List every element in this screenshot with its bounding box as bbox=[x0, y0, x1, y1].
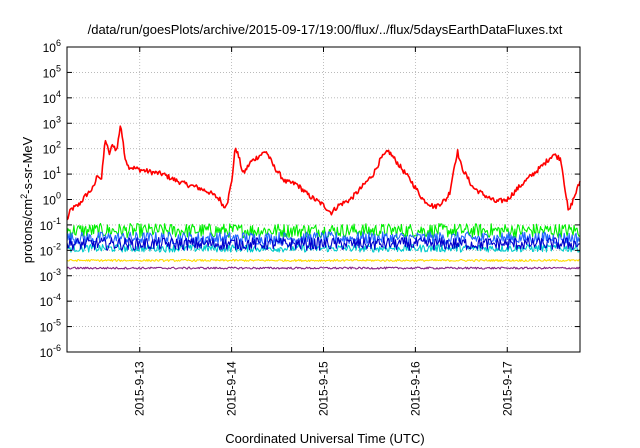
y-tick-exp: 5 bbox=[56, 63, 61, 73]
y-tick-exp: -2 bbox=[53, 241, 61, 251]
y-tick-exp: -5 bbox=[53, 318, 61, 328]
y-tick-exp: -3 bbox=[53, 267, 61, 277]
y-tick-base: 10 bbox=[40, 270, 54, 284]
y-tick-label: 101 bbox=[43, 165, 61, 182]
y-tick-exp: 6 bbox=[56, 38, 61, 48]
y-tick-base: 10 bbox=[40, 346, 54, 360]
y-tick-label: 103 bbox=[43, 114, 61, 131]
x-tick-label: 2015-9-17 bbox=[500, 361, 514, 416]
y-tick-base: 10 bbox=[40, 219, 54, 233]
series-line bbox=[66, 231, 581, 246]
y-tick-label: 102 bbox=[43, 140, 61, 157]
x-axis-label: Coordinated Universal Time (UTC) bbox=[225, 431, 424, 446]
y-tick-exp: -1 bbox=[53, 216, 61, 226]
y-tick-base: 10 bbox=[43, 168, 57, 182]
x-tick-label: 2015-9-14 bbox=[225, 361, 239, 416]
y-tick-label: 10-3 bbox=[40, 267, 61, 284]
y-tick-exp: 2 bbox=[56, 140, 61, 150]
y-tick-base: 10 bbox=[43, 194, 57, 208]
y-axis-label: protons/cm2-s-sr-MeV bbox=[19, 136, 35, 263]
y-tick-base: 10 bbox=[43, 41, 57, 55]
y-axis-label-sup: 2 bbox=[19, 194, 29, 199]
x-axis-ticks: 2015-9-13 2015-9-14 2015-9-15 2015-9-16 2015… bbox=[133, 47, 514, 416]
y-tick-label: 106 bbox=[43, 38, 61, 55]
y-tick-exp: -6 bbox=[53, 343, 61, 353]
series-line bbox=[66, 266, 581, 270]
x-tick-label: 2015-9-13 bbox=[133, 361, 147, 416]
y-tick-label: 10-4 bbox=[40, 292, 61, 309]
y-axis-ticks: 10-610-510-410-310-210-11001011021031041… bbox=[40, 38, 580, 360]
series-line bbox=[66, 243, 581, 253]
y-tick-base: 10 bbox=[43, 66, 57, 80]
y-tick-exp: 1 bbox=[56, 165, 61, 175]
x-tick-label: 2015-9-15 bbox=[317, 361, 331, 416]
x-tick-label: 2015-9-16 bbox=[408, 361, 422, 416]
y-tick-label: 10-1 bbox=[40, 216, 61, 233]
y-tick-exp: 3 bbox=[56, 114, 61, 124]
y-tick-exp: 0 bbox=[56, 191, 61, 201]
series-line bbox=[66, 236, 581, 251]
y-tick-base: 10 bbox=[43, 143, 57, 157]
chart-title: /data/run/goesPlots/archive/2015-09-17/1… bbox=[88, 22, 563, 37]
y-tick-base: 10 bbox=[43, 117, 57, 131]
y-tick-label: 100 bbox=[43, 191, 61, 208]
y-tick-base: 10 bbox=[43, 92, 57, 106]
y-tick-exp: 4 bbox=[56, 89, 61, 99]
y-tick-exp: -4 bbox=[53, 292, 61, 302]
series-line bbox=[66, 125, 581, 221]
y-tick-label: 105 bbox=[43, 63, 61, 80]
y-axis-label-post: -s-sr-MeV bbox=[20, 136, 35, 193]
series-layer bbox=[66, 125, 581, 270]
y-tick-label: 10-2 bbox=[40, 241, 61, 258]
y-tick-label: 10-5 bbox=[40, 318, 61, 335]
y-tick-base: 10 bbox=[40, 244, 54, 258]
y-tick-base: 10 bbox=[40, 321, 54, 335]
y-axis-label-pre: protons/cm bbox=[20, 199, 35, 263]
y-tick-label: 104 bbox=[43, 89, 61, 106]
y-tick-base: 10 bbox=[40, 295, 54, 309]
y-tick-label: 10-6 bbox=[40, 343, 61, 360]
series-line bbox=[66, 258, 581, 263]
